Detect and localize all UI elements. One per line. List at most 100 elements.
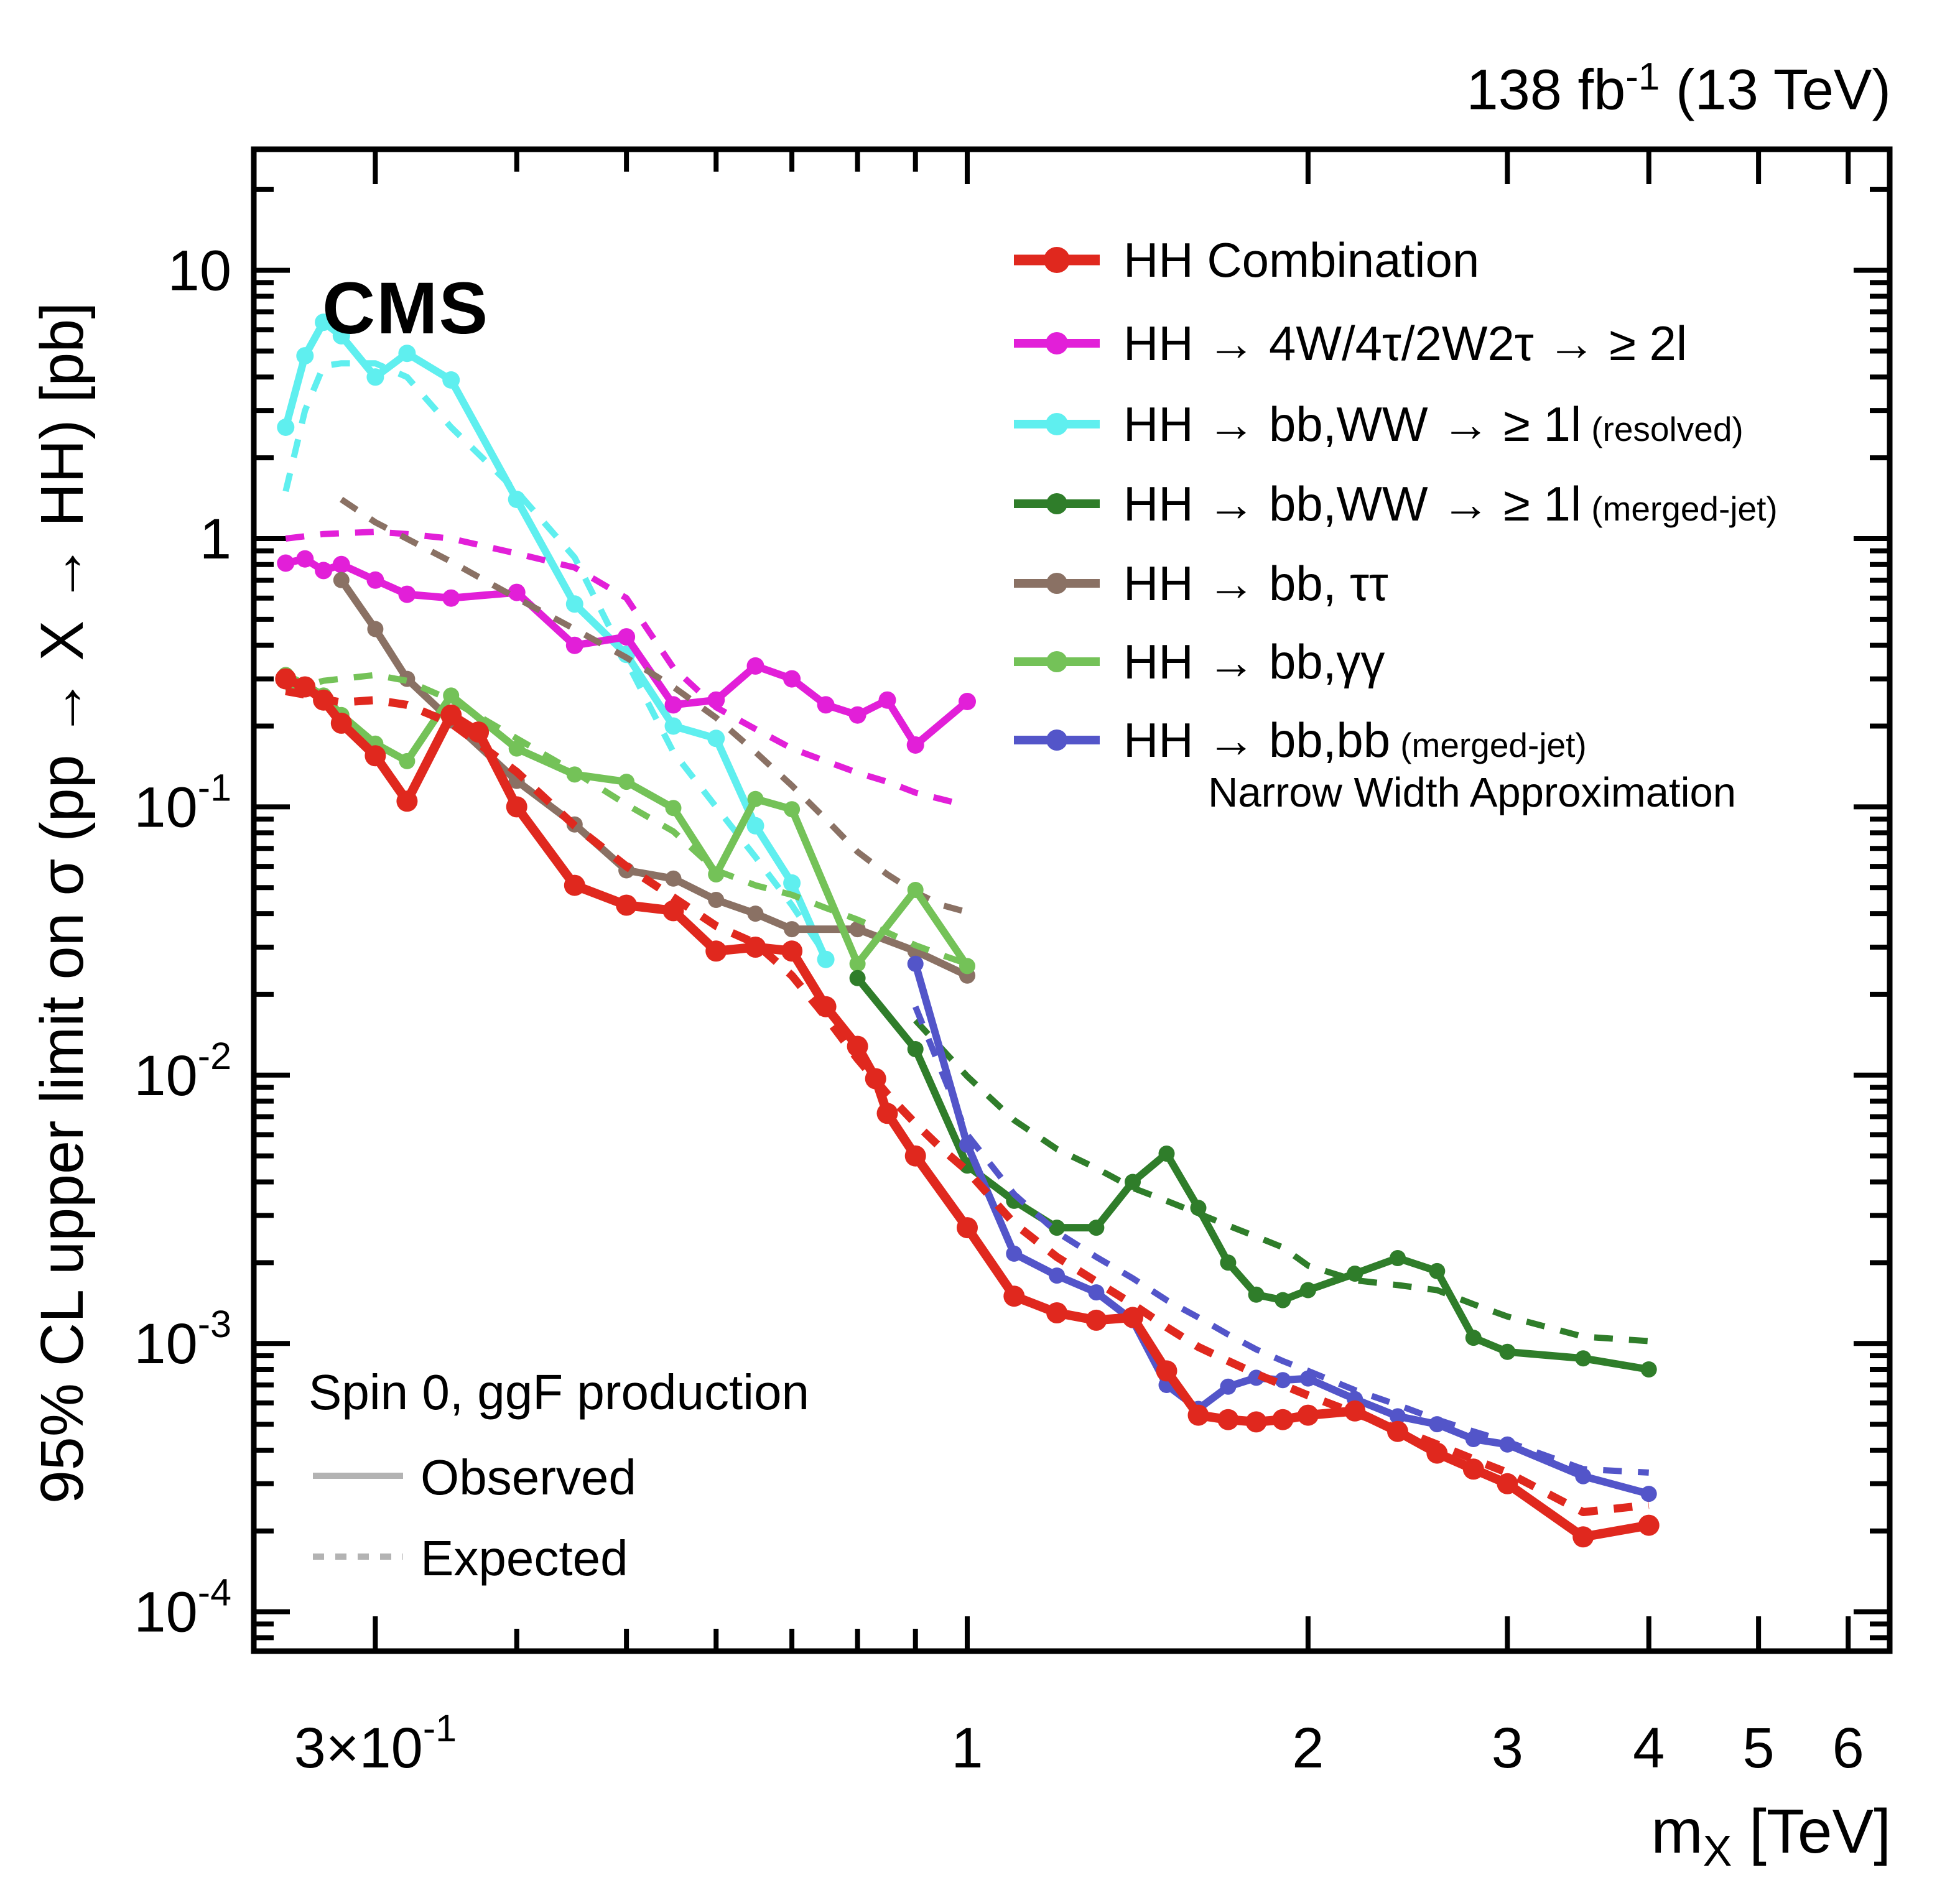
series-bbbb-merged-marker xyxy=(1299,1370,1316,1387)
y-tick-label: 10-1 xyxy=(134,766,231,839)
legend-swatch-marker-bbbb-merged xyxy=(1046,729,1067,751)
series-multilepton-marker xyxy=(707,691,725,709)
series-multilepton-marker xyxy=(817,696,835,714)
series-combination-marker xyxy=(1272,1409,1294,1430)
y-tick-label: 10-3 xyxy=(134,1303,231,1376)
legend-swatch-marker-bbww-merged xyxy=(1046,493,1067,514)
series-multilepton-marker xyxy=(277,554,295,572)
series-bbww-resolved-marker xyxy=(817,950,835,968)
spin-production-note: Spin 0, ggF production xyxy=(309,1364,809,1420)
series-combination-marker xyxy=(506,796,527,818)
series-bbgammagamma-marker xyxy=(708,866,725,882)
series-bbtautau-marker xyxy=(849,921,866,938)
series-bbww-merged-marker xyxy=(1088,1220,1105,1236)
cms-logo-text: CMS xyxy=(322,267,490,350)
series-combination-marker xyxy=(294,676,316,698)
luminosity-label: 138 fb-1 (13 TeV) xyxy=(1466,55,1891,122)
series-bbgammagamma-marker xyxy=(399,752,416,769)
series-combination-marker xyxy=(1426,1442,1448,1464)
series-combination-marker xyxy=(1245,1411,1267,1433)
series-bbww-resolved-marker xyxy=(565,595,583,613)
series-bbww-merged-marker xyxy=(1275,1292,1291,1308)
series-multilepton-marker xyxy=(959,693,976,710)
legend-label-multilepton: HH → 4W/4τ/2W2τ → ≥ 2l xyxy=(1123,316,1687,371)
series-combination-marker xyxy=(1187,1404,1209,1426)
series-bbww-merged-expected-line xyxy=(913,1018,1650,1345)
series-bbtautau-expected-line xyxy=(340,496,968,915)
legend-swatch-marker-bbww-resolved xyxy=(1046,413,1068,435)
series-combination-marker xyxy=(616,894,638,916)
series-bbww-resolved-marker xyxy=(398,345,416,363)
series-bbbb-merged-marker xyxy=(1275,1372,1291,1389)
series-combination-marker xyxy=(365,745,386,767)
x-tick-label: 1 xyxy=(951,1716,983,1780)
series-bbww-merged-marker xyxy=(1640,1361,1657,1378)
x-tick-label: 3×10-1 xyxy=(294,1707,457,1780)
series-combination-marker xyxy=(330,712,352,734)
series-combination-marker xyxy=(1297,1404,1319,1426)
series-bbgammagamma-marker xyxy=(665,800,682,817)
series-bbbb-merged-marker xyxy=(1429,1416,1446,1433)
y-tick-label: 10-4 xyxy=(134,1572,231,1644)
series-combination-marker xyxy=(1085,1309,1107,1331)
narrow-width-note: Narrow Width Approximation xyxy=(1208,769,1736,816)
series-bbww-merged-marker xyxy=(1158,1146,1175,1162)
series-bbww-merged-marker xyxy=(1465,1330,1482,1346)
series-combination-marker xyxy=(1003,1285,1025,1307)
legend-label-bbgammagamma: HH → bb,γγ xyxy=(1123,634,1385,689)
series-combination-marker xyxy=(1046,1302,1068,1323)
x-tick-label: 5 xyxy=(1743,1716,1775,1780)
series-multilepton-marker xyxy=(315,562,333,580)
series-bbbb-merged-marker xyxy=(1390,1408,1406,1425)
series-bbgammagamma-marker xyxy=(618,774,635,790)
series-bbww-resolved-marker xyxy=(746,817,764,835)
series-combination-marker xyxy=(1387,1420,1408,1442)
series-multilepton-marker xyxy=(332,555,350,573)
y-axis-title: 95% CL upper limit on σ (pp → X → HH) [p… xyxy=(28,302,96,1504)
series-bbww-resolved-marker xyxy=(296,347,314,365)
x-tick-label: 6 xyxy=(1832,1716,1864,1780)
legend-label-combination: HH Combination xyxy=(1123,233,1479,287)
plot-frame xyxy=(251,146,1893,1654)
series-multilepton-marker xyxy=(442,589,460,607)
series-combination-marker xyxy=(904,1145,926,1167)
series-multilepton-marker xyxy=(906,736,924,754)
series-bbww-merged-marker xyxy=(1347,1266,1363,1282)
series-multilepton-marker xyxy=(746,657,764,675)
series-bbgammagamma-marker xyxy=(566,766,583,783)
x-tick-label: 4 xyxy=(1633,1716,1665,1780)
series-bbbb-merged-marker xyxy=(1049,1267,1066,1284)
series-multilepton-marker xyxy=(618,628,636,646)
legend-label-bbww-merged: HH → bb,WW → ≥ 1l (merged-jet) xyxy=(1123,476,1778,531)
series-combination-marker xyxy=(275,668,297,690)
series-bbbb-merged-marker xyxy=(959,1136,975,1153)
series-combination-marker xyxy=(745,937,766,958)
series-combination-marker xyxy=(468,721,490,743)
series-combination-marker xyxy=(1344,1400,1366,1422)
series-multilepton-marker xyxy=(366,571,384,589)
legend-label-bbtautau: HH → bb, ττ xyxy=(1123,556,1388,611)
series-bbgammagamma-marker xyxy=(959,958,975,975)
series-bbgammagamma-marker xyxy=(508,740,525,757)
series-bbtautau-marker xyxy=(747,905,764,922)
y-tick-label: 1 xyxy=(200,507,231,571)
series-bbww-resolved-marker xyxy=(508,491,526,508)
legend-swatch-marker-bbgammagamma xyxy=(1046,651,1067,672)
series-combination-marker xyxy=(662,900,684,922)
series-bbgammagamma-expected-line xyxy=(284,672,968,967)
legend-label-bbbb-merged: HH → bb,bb (merged-jet) xyxy=(1123,713,1587,767)
series-bbbb-merged-marker xyxy=(1640,1486,1657,1503)
x-axis-title: mX [TeV] xyxy=(1651,1797,1891,1875)
legend-label-bbww-resolved: HH → bb,WW → ≥ 1l (resolved) xyxy=(1123,397,1744,451)
series-bbtautau-marker xyxy=(367,621,384,637)
series-multilepton-marker xyxy=(565,636,583,654)
series-multilepton-expected-line xyxy=(285,529,968,809)
series-bbbb-merged-marker xyxy=(1465,1431,1482,1447)
series-bbtautau-marker xyxy=(665,870,682,887)
series-bbww-resolved-marker xyxy=(664,717,682,735)
series-bbww-merged-marker xyxy=(1049,1220,1066,1236)
series-bbgammagamma-marker xyxy=(784,801,801,818)
series-bbww-resolved-marker xyxy=(277,419,295,436)
series-bbww-resolved-marker xyxy=(442,371,460,389)
series-bbww-merged-marker xyxy=(849,970,866,986)
